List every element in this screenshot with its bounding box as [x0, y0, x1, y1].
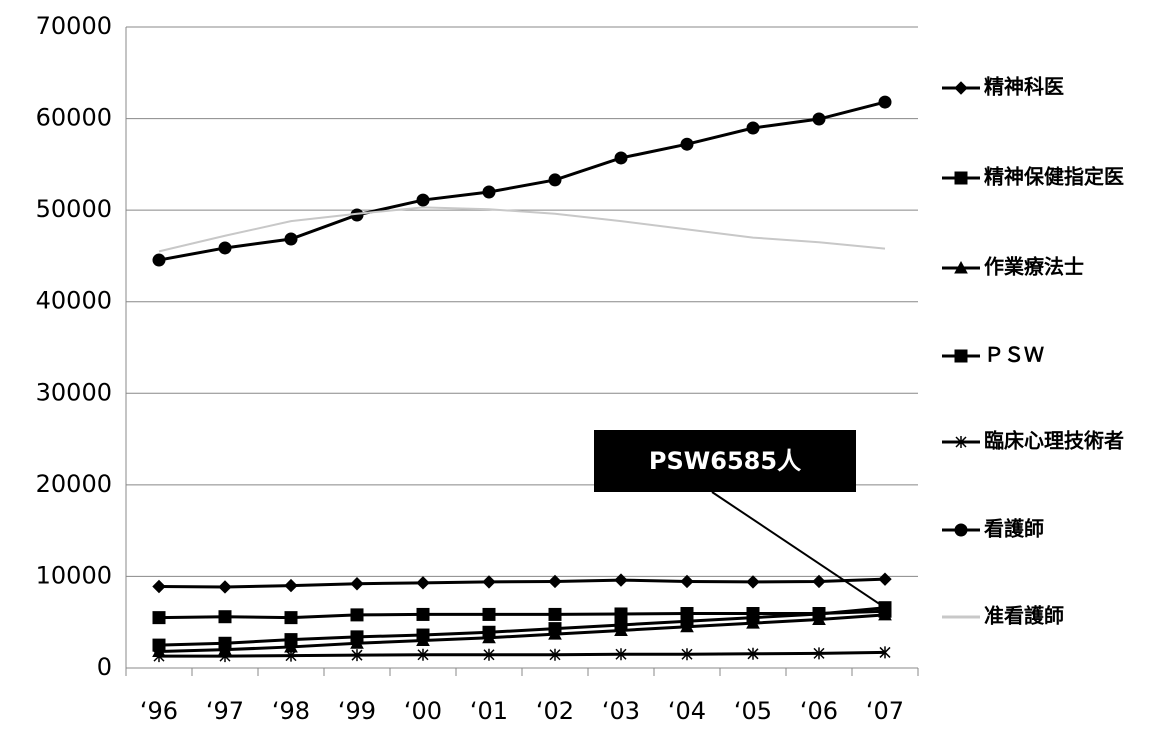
point: [285, 649, 297, 662]
point: [152, 611, 166, 625]
x-tick-label: ‘04: [668, 697, 706, 725]
y-tick-label: 50000: [36, 195, 112, 223]
point: [614, 573, 628, 587]
point: [284, 232, 298, 246]
series-line: [159, 650, 886, 658]
annotation-arrow: [711, 491, 886, 609]
point: [482, 607, 496, 621]
point: [483, 648, 495, 661]
point: [812, 574, 826, 589]
legend-marker: [954, 349, 968, 363]
point: [548, 173, 562, 187]
point: [218, 241, 232, 255]
legend-label: 作業療法士: [984, 255, 1084, 279]
legend-label: ＰＳＷ: [984, 343, 1044, 367]
x-tick-label: ‘96: [140, 697, 178, 725]
point: [747, 647, 759, 660]
point: [284, 611, 298, 625]
series-line: [158, 206, 886, 253]
point: [482, 575, 496, 589]
y-tick-label: 10000: [36, 561, 112, 589]
legend-marker: [954, 523, 968, 537]
y-tick-label: 70000: [36, 12, 112, 40]
point: [284, 578, 298, 593]
legend-label: 精神科医: [984, 75, 1064, 99]
point: [680, 137, 694, 151]
x-tick-label: ‘01: [470, 697, 508, 725]
x-tick-label: ‘02: [536, 697, 574, 725]
series-line: [158, 606, 886, 647]
point: [152, 638, 166, 652]
point: [152, 579, 166, 594]
x-tick-label: ‘03: [602, 697, 640, 725]
point: [416, 607, 430, 621]
point: [548, 622, 562, 636]
point: [350, 630, 364, 644]
point: [416, 193, 430, 207]
x-tick-label: ‘07: [866, 697, 904, 725]
point: [681, 648, 693, 661]
point: [218, 610, 232, 624]
point: [614, 607, 628, 621]
point: [614, 618, 628, 632]
point: [878, 572, 892, 586]
y-tick-label: 30000: [36, 378, 112, 406]
point: [351, 649, 363, 662]
point: [350, 577, 364, 591]
y-tick-label: 40000: [36, 287, 112, 315]
point: [548, 607, 562, 621]
legend-label: 看護師: [984, 517, 1044, 541]
point: [746, 611, 760, 625]
point: [549, 648, 561, 661]
point: [219, 650, 231, 663]
point: [152, 253, 166, 267]
legend-label: 精神保健指定医: [984, 165, 1124, 189]
annotation-text: PSW6585人: [649, 447, 801, 475]
series-line: [158, 609, 886, 620]
point: [746, 575, 760, 589]
point: [350, 608, 364, 622]
x-tick-label: ‘98: [272, 697, 310, 725]
legend-label: 准看護師: [984, 604, 1064, 628]
point: [680, 614, 694, 628]
annotation-box: [594, 430, 856, 492]
legend-marker: [955, 436, 967, 448]
point: [153, 650, 165, 663]
series-line: [158, 100, 886, 262]
x-tick-label: ‘99: [338, 697, 376, 725]
legend-marker: [954, 171, 968, 185]
series-line: [158, 577, 886, 589]
point: [680, 574, 694, 589]
point: [482, 625, 496, 639]
point: [284, 633, 298, 647]
point: [813, 647, 825, 660]
legend-label: 臨床心理技術者: [984, 429, 1124, 453]
series-line: [158, 613, 886, 654]
x-tick-label: ‘05: [734, 697, 772, 725]
point: [548, 574, 562, 589]
point: [879, 646, 891, 659]
point: [812, 607, 826, 621]
y-tick-label: 20000: [36, 470, 112, 498]
point: [218, 636, 232, 650]
point: [614, 151, 628, 165]
legend-marker: [954, 81, 968, 95]
point: [878, 607, 892, 621]
point: [615, 648, 627, 661]
y-tick-label: 0: [97, 653, 112, 681]
x-tick-label: ‘06: [800, 697, 838, 725]
point: [482, 185, 496, 199]
y-tick-label: 60000: [36, 104, 112, 132]
legend-marker: [954, 260, 968, 274]
point: [218, 580, 232, 594]
point: [416, 576, 430, 590]
x-tick-label: ‘00: [404, 697, 442, 725]
point: [416, 628, 430, 642]
point: [878, 95, 892, 109]
point: [746, 121, 760, 135]
x-tick-label: ‘97: [206, 697, 244, 725]
point: [417, 648, 429, 661]
point: [812, 112, 826, 126]
